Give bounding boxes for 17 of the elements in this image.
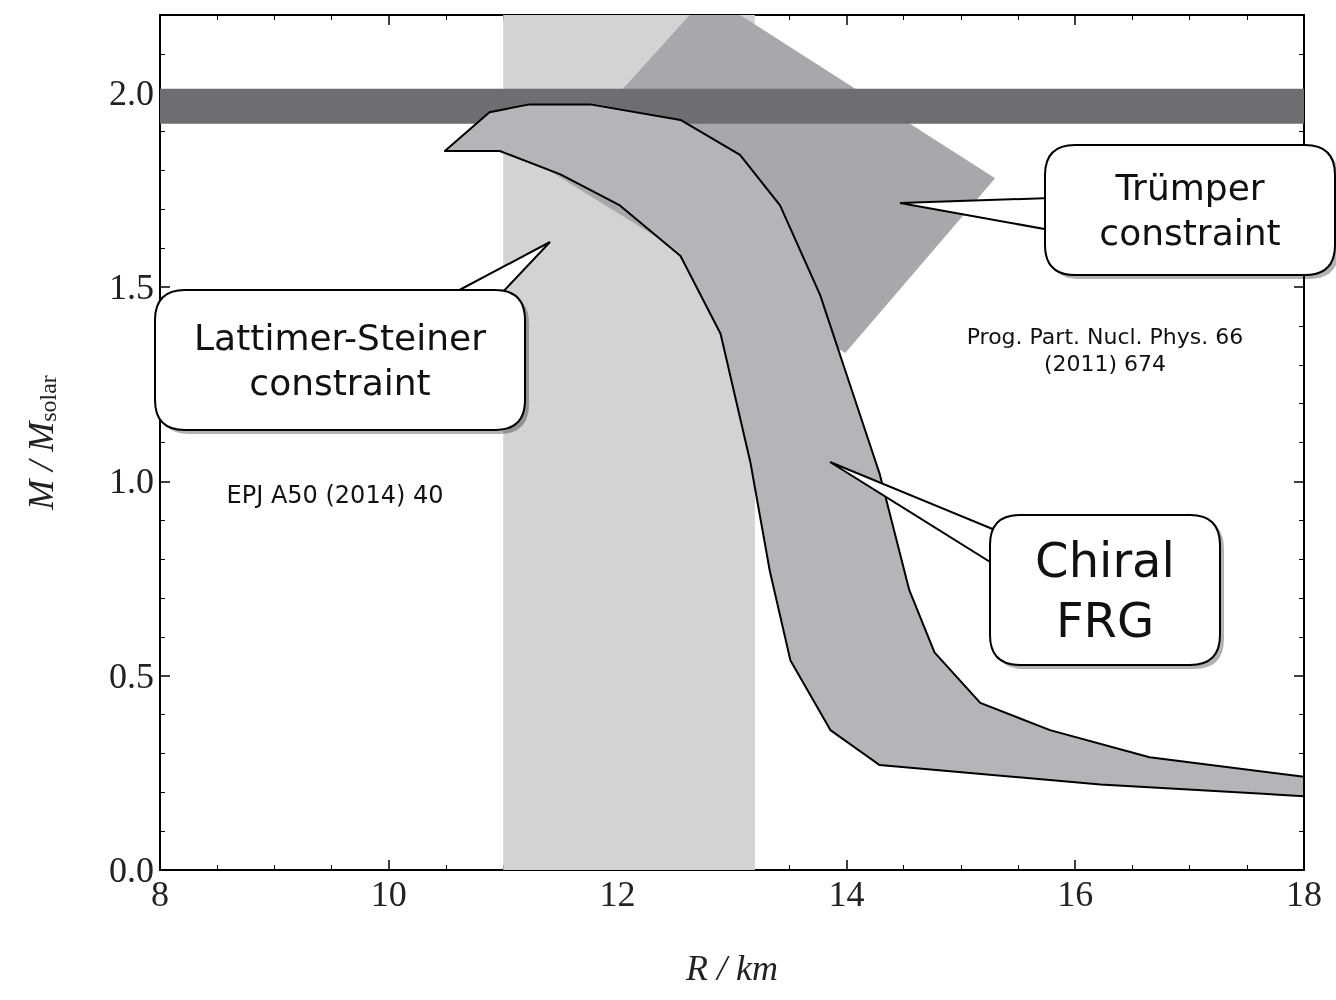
x-tick-label: 16 [1057,874,1094,914]
x-tick-label: 18 [1286,874,1322,914]
annotation: EPJ A50 (2014) 40 [226,480,444,510]
y-axis-title: M / Msolar [21,375,61,511]
y-tick-label: 1.0 [109,461,154,502]
y-tick-label: 0.0 [109,850,154,890]
annotation: Prog. Part. Nucl. Phys. 66 (2011) 674 [965,322,1245,378]
annotation: Chiral FRG [1034,531,1176,650]
x-tick-label: 12 [599,874,636,914]
x-tick-label: 10 [370,874,407,914]
annotation: Trümper constraint [1098,166,1282,255]
x-axis-title: R / km [685,948,778,988]
annotation: Lattimer-Steiner constraint [193,316,487,405]
y-tick-label: 1.5 [109,267,154,308]
y-tick-label: 2.0 [109,72,154,113]
x-tick-label: 14 [828,874,865,914]
y-tick-label: 0.5 [109,655,154,696]
